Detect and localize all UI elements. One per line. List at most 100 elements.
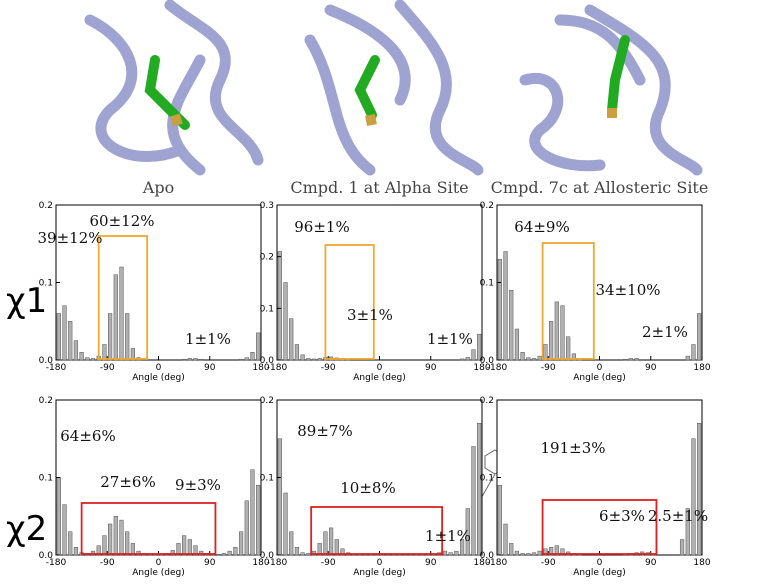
axes-frame: [55, 399, 262, 556]
bar: [56, 477, 61, 556]
y-tick-label: 0.2: [480, 396, 494, 406]
bar: [306, 553, 311, 556]
x-tick-label: 90: [204, 363, 216, 373]
y-tick-label: 0.1: [260, 304, 274, 314]
protein-image: [304, 0, 484, 176]
bar: [250, 352, 255, 361]
bar: [560, 548, 565, 556]
y-tick-label: 0.0: [260, 356, 275, 366]
bar: [130, 348, 135, 361]
bar: [697, 423, 702, 556]
bar: [300, 354, 305, 361]
x-tick-label: 180: [473, 558, 490, 568]
bar: [471, 446, 476, 556]
bar: [244, 500, 249, 556]
bar: [277, 251, 282, 361]
bar: [685, 355, 690, 361]
bar: [554, 301, 559, 361]
bar: [685, 508, 690, 556]
bar: [503, 251, 508, 361]
bar: [108, 523, 113, 556]
bar: [329, 527, 334, 556]
bar: [543, 548, 548, 556]
bar: [560, 305, 565, 361]
bar: [199, 550, 204, 556]
bar: [549, 547, 554, 556]
bar: [531, 552, 537, 556]
bar: [554, 545, 559, 556]
bar: [549, 321, 554, 361]
x-tick-label: 90: [645, 558, 657, 568]
bar: [283, 282, 288, 361]
annotation: 191±3%: [541, 439, 606, 457]
bar: [691, 438, 696, 556]
axes-frame: [276, 204, 483, 361]
x-tick-label: 0: [597, 363, 603, 373]
x-tick-label: -90: [541, 363, 556, 373]
bar: [520, 553, 525, 556]
row-label: χ1: [6, 281, 47, 321]
annotation: 1±1%: [427, 330, 473, 348]
y-tick-label: 0.2: [260, 253, 274, 263]
bar: [311, 550, 317, 556]
bar: [497, 259, 502, 361]
bar: [514, 328, 520, 361]
x-tick-label: -90: [100, 558, 115, 568]
bar: [514, 550, 520, 556]
bar: [85, 357, 90, 361]
highlight-box: [541, 499, 658, 555]
annotation: 2.5±1%: [648, 507, 708, 525]
highlight-box: [541, 242, 595, 360]
x-tick-label: -180: [46, 558, 67, 568]
column-title: Apo: [142, 178, 174, 197]
bar: [227, 550, 232, 556]
bar: [317, 358, 322, 361]
bar: [102, 344, 107, 361]
x-tick-label: 0: [597, 558, 603, 568]
bar: [62, 305, 67, 361]
x-tick-label: -90: [541, 558, 556, 568]
y-tick-label: 0.3: [260, 201, 274, 211]
bar: [187, 539, 192, 556]
annotation: 9±3%: [175, 476, 221, 494]
bar: [221, 553, 227, 556]
annotation: 89±7%: [297, 422, 352, 440]
bar: [323, 531, 328, 556]
bar: [520, 352, 525, 361]
bar: [102, 535, 107, 556]
bar: [340, 548, 345, 556]
annotation: 64±9%: [514, 218, 569, 236]
bar: [199, 358, 204, 361]
bar: [193, 545, 198, 556]
bar: [311, 358, 317, 361]
bar: [294, 344, 300, 361]
bar: [96, 545, 101, 556]
bar: [113, 274, 118, 361]
bar: [471, 349, 476, 361]
bar: [187, 358, 192, 361]
bar: [465, 508, 470, 556]
bar: [503, 523, 508, 556]
axes-frame: [55, 204, 262, 361]
bar: [216, 553, 221, 556]
annotation: 34±10%: [596, 281, 661, 299]
x-tick-label: 90: [204, 558, 216, 568]
bar: [289, 318, 294, 361]
bar: [193, 358, 198, 361]
annotation: 1±1%: [425, 527, 471, 545]
annotation: 60±12%: [90, 212, 155, 230]
bar: [465, 357, 470, 361]
bar: [119, 266, 124, 361]
bar: [125, 313, 130, 361]
bar: [113, 516, 118, 556]
row-label: χ2: [6, 509, 47, 549]
y-tick-label: 0.2: [480, 201, 494, 211]
bar: [531, 358, 537, 361]
annotation: 3±1%: [347, 306, 393, 324]
x-tick-label: 90: [645, 363, 657, 373]
y-tick-label: 0.1: [39, 474, 53, 484]
highlight-box: [310, 506, 444, 555]
y-tick-label: 0.0: [260, 551, 275, 561]
bar: [90, 358, 96, 361]
